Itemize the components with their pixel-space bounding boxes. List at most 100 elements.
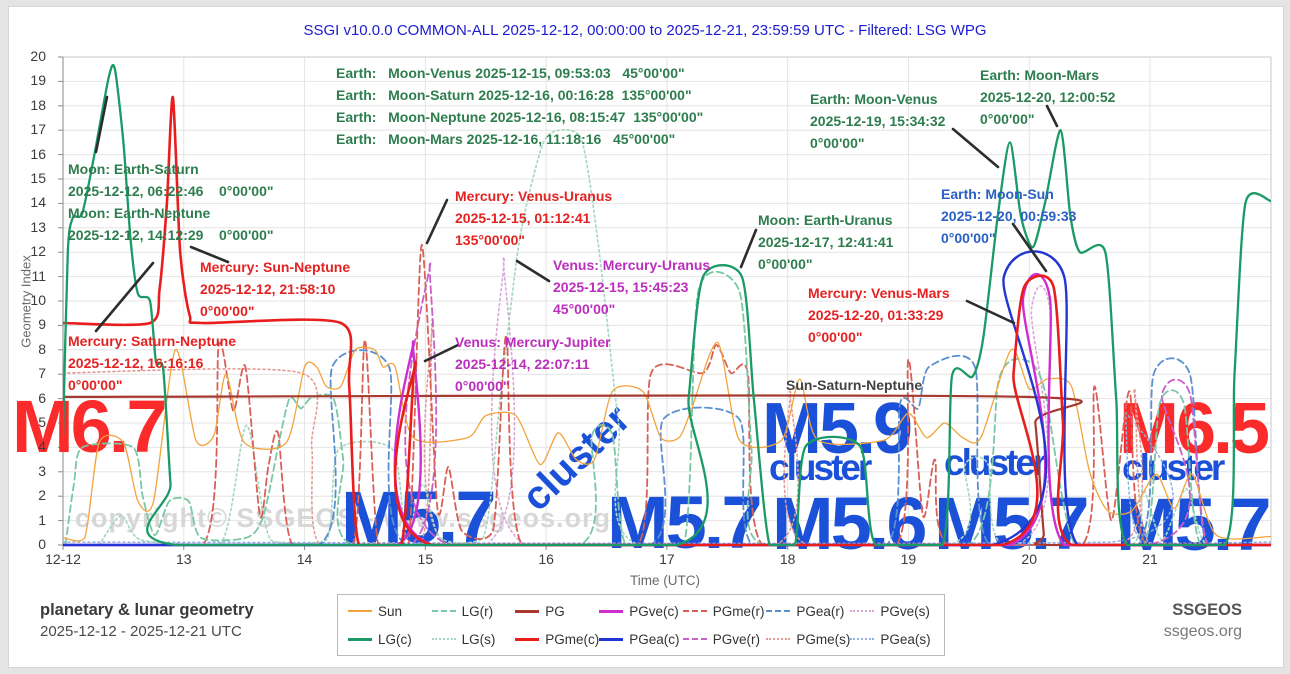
- y-tick-label: 4: [38, 438, 46, 455]
- legend-item-LG(s): LG(s): [431, 631, 516, 647]
- magnitude-label: cluster: [1122, 447, 1225, 488]
- series-LG(s): [98, 128, 1271, 546]
- annotation-label: Moon: Earth-Uranus 2025-12-17, 12:41:41 0°…: [758, 212, 894, 272]
- legend-swatch: [850, 610, 875, 612]
- magnitude-label: M5.7: [934, 482, 1090, 565]
- legend-item-PGve(s): PGve(s): [850, 604, 934, 619]
- y-tick-label: 11: [31, 267, 46, 284]
- x-tick-label: 16: [538, 551, 554, 567]
- legend-item-PGea(c): PGea(c): [599, 632, 683, 647]
- y-tick-label: 14: [30, 194, 46, 211]
- series-Sun: [63, 341, 1271, 542]
- legend-swatch: [599, 637, 624, 641]
- legend-label: PGme(c): [545, 631, 600, 647]
- annotation-label: Earth: Moon-Mars 2025-12-20, 12:00:52 0°00…: [980, 67, 1116, 127]
- legend-swatch: [431, 610, 456, 612]
- series-PGea(r): [63, 349, 1271, 546]
- annotation-label: Mercury: Saturn-Neptune 2025-12-12, 16:16…: [68, 333, 237, 393]
- magnitude-label: M5.9: [762, 389, 913, 469]
- y-tick-label: 17: [30, 121, 46, 138]
- legend-swatch: [515, 609, 540, 613]
- legend-label: PGve(c): [629, 603, 679, 619]
- x-tick-label: 15: [417, 551, 434, 567]
- legend-swatch: [682, 610, 707, 612]
- legend-label: PGve(s): [880, 603, 930, 619]
- y-tick-label: 13: [30, 218, 46, 235]
- x-tick-label: 20: [1021, 551, 1037, 567]
- y-tick-label: 19: [30, 72, 46, 89]
- legend-label: Sun: [378, 603, 403, 619]
- legend-label: LG(s): [461, 631, 496, 647]
- annotation-label: Venus: Mercury-Uranus 2025-12-15, 15:45:2…: [553, 257, 711, 317]
- y-tick-label: 7: [38, 365, 46, 382]
- legend-swatch: [850, 638, 875, 640]
- footer-daterange: 2025-12-12 - 2025-12-21 UTC: [40, 623, 242, 640]
- legend-swatch: [599, 609, 624, 613]
- legend-label: PG: [545, 603, 565, 619]
- series-PGea(s): [63, 410, 1271, 545]
- series-PG: [63, 394, 1271, 547]
- y-tick-label: 15: [30, 170, 46, 186]
- legend-item-LG(r): LG(r): [431, 603, 516, 619]
- legend-swatch: [682, 638, 707, 640]
- series-LG(c): [63, 63, 1271, 547]
- annotation-label: Venus: Mercury-Jupiter 2025-12-14, 22:07:…: [455, 334, 611, 394]
- x-tick-label: 19: [900, 551, 917, 567]
- magnitude-label: M5.7: [607, 481, 763, 564]
- x-tick-label: 12-12: [45, 551, 81, 567]
- legend-item-PGme(r): PGme(r): [682, 603, 767, 619]
- brand-url[interactable]: ssgeos.org: [1163, 623, 1242, 640]
- y-tick-label: 9: [38, 316, 46, 333]
- annotation-label: Mercury: Sun-Neptune 2025-12-12, 21:58:10…: [200, 259, 351, 319]
- x-tick-label: 17: [659, 551, 675, 567]
- annotation-label: Earth: Moon-Venus 2025-12-19, 15:34:32 0°0…: [810, 91, 946, 151]
- legend-swatch: [515, 637, 540, 641]
- annotation-label: Mercury: Venus-Mars 2025-12-20, 01:33:29 0…: [808, 285, 950, 345]
- x-tick-label: 21: [1142, 551, 1158, 567]
- legend-swatch: [348, 610, 372, 612]
- magnitude-label: cluster: [769, 447, 872, 488]
- series-PGme(c): [63, 95, 1271, 547]
- legend-label: PGme(s): [796, 631, 851, 647]
- legend-label: PGme(r): [712, 603, 765, 619]
- legend-item-PGve(c): PGve(c): [599, 604, 683, 619]
- legend-label: PGea(r): [796, 603, 845, 619]
- magnitude-label: M6.7: [12, 385, 168, 468]
- legend-label: LG(c): [378, 631, 412, 647]
- legend-item-LG(c): LG(c): [348, 632, 432, 647]
- legend-box: Sun LG(r) PG PGve(c) PGme(r) PGea(r) PGve(s) LG…: [337, 594, 945, 656]
- legend-swatch: [766, 638, 791, 640]
- y-tick-label: 6: [38, 389, 46, 406]
- legend-swatch: [431, 638, 456, 640]
- annotation-label: Earth: Moon-Sun 2025-12-20, 00:59:33 0°00'…: [941, 186, 1077, 246]
- legend-item-PGme(s): PGme(s): [766, 632, 850, 647]
- footer-left: planetary & lunar geometry 2025-12-12 - …: [40, 601, 254, 640]
- brand-title: SSGEOS: [1172, 601, 1242, 619]
- annotation-label: Sun-Saturn-Neptune: [786, 377, 923, 393]
- y-tick-label: 12: [30, 243, 46, 260]
- x-tick-label: 13: [175, 551, 192, 567]
- legend-swatch: [348, 637, 372, 641]
- y-tick-label: 1: [38, 511, 46, 528]
- legend-label: LG(r): [461, 603, 494, 619]
- y-tick-label: 16: [30, 145, 46, 162]
- legend-label: PGea(s): [880, 631, 931, 647]
- x-axis-title: Time (UTC): [630, 573, 700, 588]
- y-tick-label: 5: [38, 414, 46, 430]
- legend-item-PGme(c): PGme(c): [515, 632, 599, 647]
- annotation-label: Mercury: Venus-Uranus 2025-12-15, 01:12:4…: [455, 188, 613, 248]
- legend-item-PG: PG: [515, 604, 599, 619]
- y-tick-label: 20: [30, 48, 46, 64]
- chart-title: SSGI v10.0.0 COMMON-ALL 2025-12-12, 00:0…: [303, 22, 987, 39]
- legend-label: PGve(r): [712, 631, 761, 647]
- chart-canvas-background: [8, 6, 1284, 668]
- y-tick-label: 3: [38, 462, 46, 479]
- series-PGme(s): [63, 317, 1271, 546]
- legend-swatch: [766, 610, 791, 612]
- footer-brand: SSGEOS ssgeos.org: [1164, 601, 1242, 641]
- y-tick-label: 18: [30, 96, 46, 113]
- series-LG(r): [64, 270, 1271, 546]
- annotation-label: Earth: Moon-Venus 2025-12-15, 09:53:03 4…: [336, 65, 704, 147]
- y-tick-label: 10: [30, 292, 46, 308]
